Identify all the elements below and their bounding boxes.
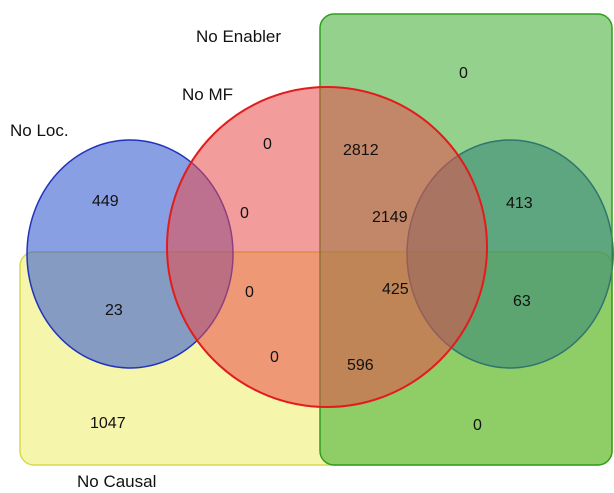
count-mf-enabler-top: 2812 <box>343 142 379 159</box>
count-loc-only: 449 <box>92 193 119 210</box>
count-all-four: 425 <box>382 281 409 298</box>
count-loc-enabler: 413 <box>506 195 533 212</box>
count-loc-enabler-causal: 63 <box>513 293 531 310</box>
count-mf-loc-causal: 0 <box>245 284 254 301</box>
count-mf-loc-enabler: 2149 <box>372 209 408 226</box>
count-mf-enabler-causal: 596 <box>347 357 374 374</box>
count-loc-causal: 23 <box>105 302 123 319</box>
label-no-enabler: No Enabler <box>196 27 281 46</box>
count-enabler-only: 0 <box>459 65 468 82</box>
label-no-loc: No Loc. <box>10 121 69 140</box>
count-mf-loc: 0 <box>240 205 249 222</box>
set-no-mf-shape <box>166 86 488 408</box>
label-no-causal: No Causal <box>77 472 156 491</box>
count-mf-causal: 0 <box>270 349 279 366</box>
count-mf-only-top: 0 <box>263 136 272 153</box>
count-causal-only: 1047 <box>90 415 126 432</box>
label-no-mf: No MF <box>182 85 233 104</box>
count-enabler-causal: 0 <box>473 417 482 434</box>
